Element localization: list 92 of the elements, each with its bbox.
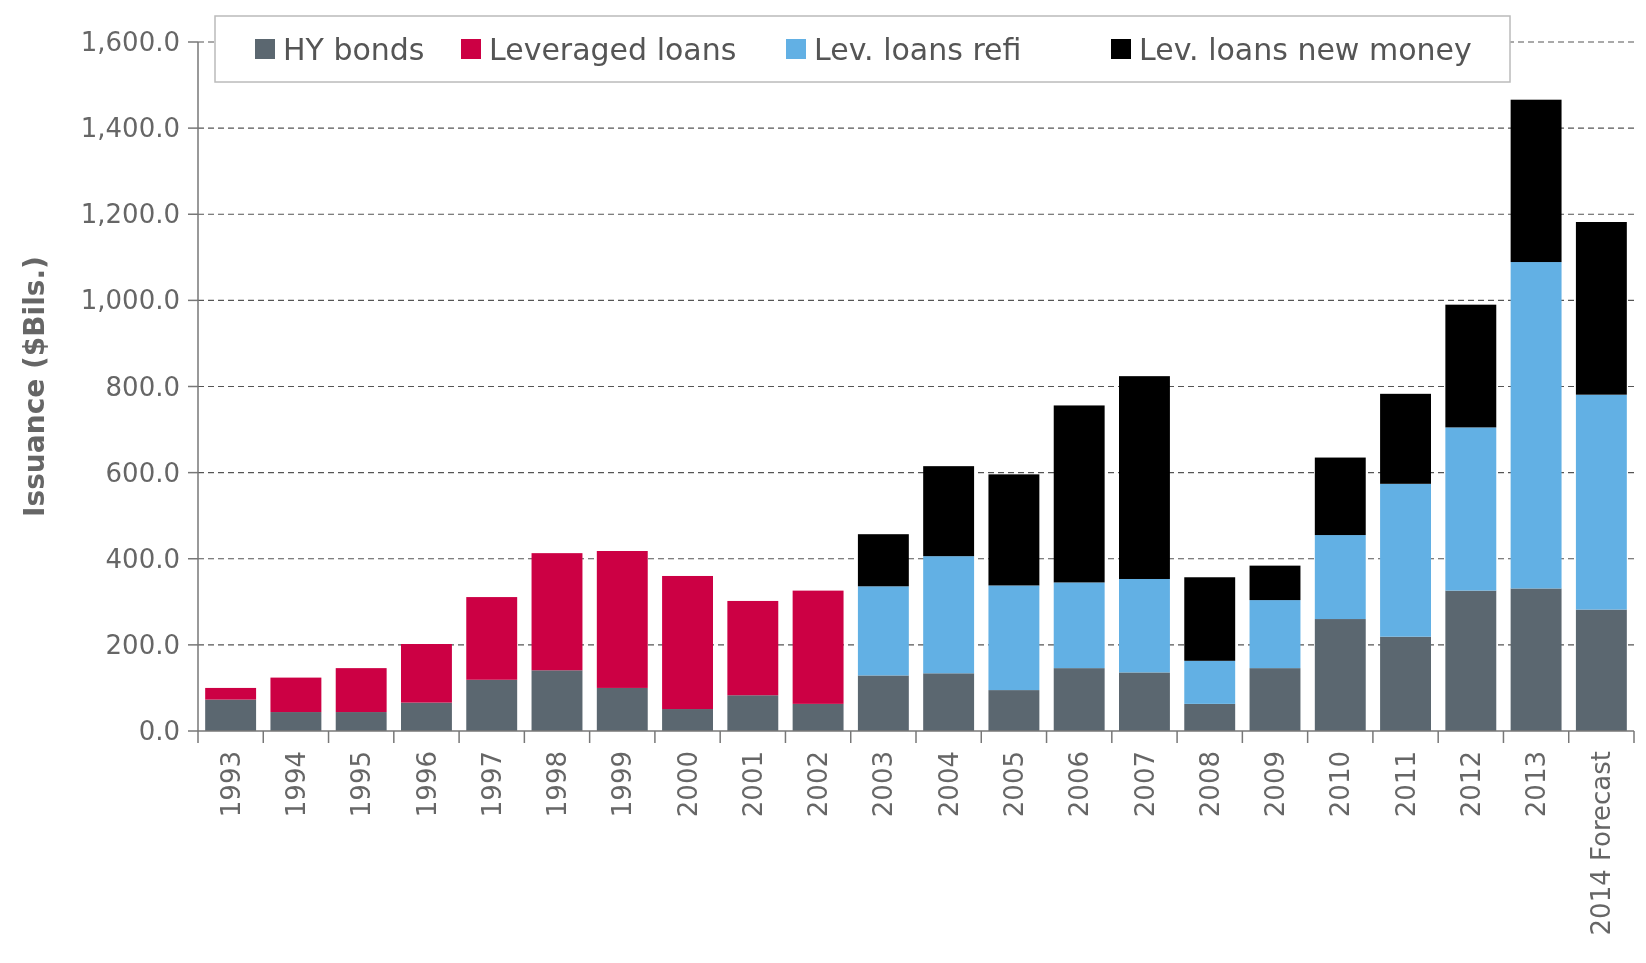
bar [792,703,844,731]
bar [1314,535,1366,620]
bar [1119,578,1170,673]
bar [1119,376,1170,579]
bar [1510,99,1562,263]
bar [1510,588,1562,731]
x-tick-label: 2006 [1064,751,1095,818]
bar [401,702,452,731]
y-tick-label: 800.0 [105,371,180,402]
bar [988,474,1040,586]
bar [1380,636,1431,731]
bar [727,695,779,731]
x-tick-label: 1997 [476,751,507,818]
bar [923,466,975,557]
bar [1184,660,1236,704]
x-tick-label: 2007 [1129,751,1160,818]
x-tick-label: 2002 [803,751,834,818]
legend-label: HY bonds [283,31,425,67]
bar [792,590,844,704]
x-tick-label: 2008 [1194,751,1225,818]
x-tick-label: 1996 [411,751,442,818]
x-tick-label: 1998 [542,751,573,818]
bar [596,551,648,688]
x-tick-label: 2012 [1455,751,1486,818]
x-tick-label: 1995 [346,751,377,818]
bar [270,712,322,731]
y-tick-label: 1,000.0 [80,285,180,316]
bar [531,670,583,731]
x-tick-label: 2009 [1260,751,1291,818]
bar [1249,668,1301,731]
legend-label: Lev. loans refi [814,31,1022,67]
bar [988,690,1040,731]
bar [1249,565,1301,601]
bar [1184,703,1236,731]
bar [1510,262,1562,589]
bar [727,600,779,696]
x-tick-label: 2014 Forecast [1586,751,1617,936]
x-tick-label: 2000 [672,751,703,818]
y-tick-label: 200.0 [105,629,180,660]
bar [466,679,518,731]
bar [1249,600,1301,669]
legend-label: Lev. loans new money [1139,31,1472,67]
y-tick-label: 600.0 [105,457,180,488]
bar [1053,582,1105,669]
bar [596,687,648,731]
bar [857,586,909,676]
bar [1314,457,1366,536]
bar [1314,619,1366,731]
x-tick-label: 2001 [737,751,768,818]
bar [662,575,713,710]
y-tick-label: 0.0 [138,716,180,747]
y-tick-label: 1,600.0 [80,27,180,58]
bar [1380,483,1431,637]
x-tick-label: 2003 [868,751,899,818]
bar [1380,393,1431,484]
bar [1445,590,1497,731]
x-tick-label: 1993 [215,751,246,818]
x-tick-label: 2004 [933,751,964,818]
bar [923,556,975,674]
x-tick-label: 1999 [607,751,638,818]
bar [1119,672,1170,731]
bar [531,553,583,671]
bar [1575,222,1627,395]
bar [1445,304,1497,428]
y-tick-label: 1,400.0 [80,113,180,144]
bar [466,597,518,680]
bar [857,534,909,587]
bar [205,687,257,700]
bar [205,699,257,731]
x-tick-label: 2011 [1390,751,1421,818]
legend-label: Leveraged loans [489,31,737,67]
bar [1575,394,1627,610]
bar [662,709,713,731]
bar [1184,577,1236,661]
x-tick-label: 2013 [1521,751,1552,818]
x-tick-label: 1994 [281,751,312,818]
bar [270,677,322,713]
y-tick-label: 400.0 [105,543,180,574]
bar [335,712,387,731]
x-tick-label: 2010 [1325,751,1356,818]
bar [988,585,1040,691]
bar [1575,609,1627,731]
bar [1445,427,1497,591]
y-tick-label: 1,200.0 [80,199,180,230]
bar [335,668,387,713]
bar [923,673,975,731]
x-tick-label: 2005 [999,751,1030,818]
bar [1053,668,1105,731]
bar [401,644,452,703]
bar [1053,405,1105,583]
y-axis-title: Issuance ($Bils.) [18,256,51,517]
bar [857,675,909,731]
